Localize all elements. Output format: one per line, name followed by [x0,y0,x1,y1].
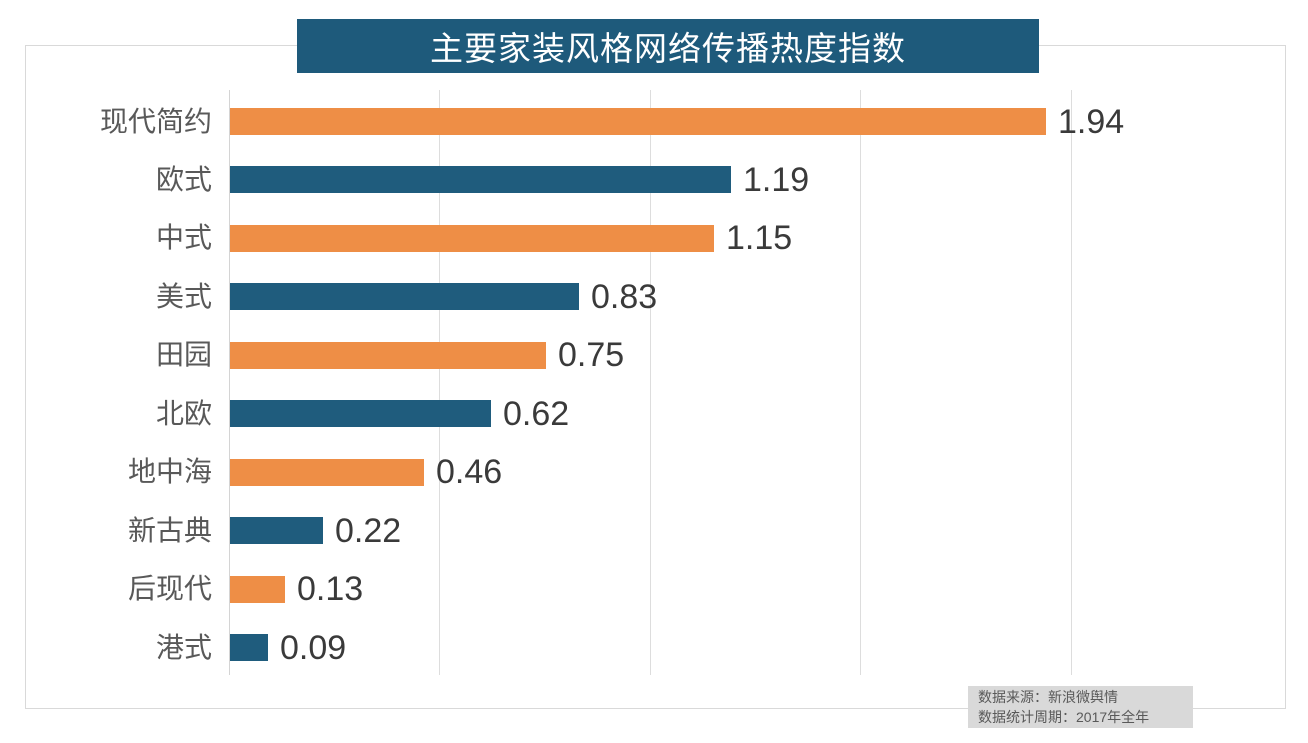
y-axis-line [229,90,230,675]
bar [230,108,1046,135]
bar [230,166,731,193]
gridline [439,90,440,675]
bar [230,342,546,369]
category-label: 新古典 [127,515,212,546]
bar [230,576,285,603]
bar [230,225,714,252]
value-label: 1.15 [726,219,793,257]
source-line-1: 数据来源：新浪微舆情 [978,689,1118,705]
category-label: 现代简约 [99,106,212,137]
chart-title: 主要家装风格网络传播热度指数 [430,30,906,67]
value-label: 0.62 [503,395,570,433]
category-label: 田园 [155,339,212,370]
bar [230,459,424,486]
bar [230,283,579,310]
gridline [1071,90,1072,675]
gridline [650,90,651,675]
value-label: 1.94 [1058,103,1125,141]
value-label: 0.22 [335,512,402,550]
chart-title-box: 主要家装风格网络传播热度指数 [297,19,1039,73]
value-label: 0.75 [558,336,625,374]
category-label: 美式 [155,281,212,312]
value-label: 0.83 [591,278,658,316]
category-label: 港式 [155,632,212,663]
category-label: 地中海 [127,456,212,487]
value-label: 0.46 [436,453,503,491]
value-label: 0.09 [280,629,347,667]
category-label: 后现代 [127,573,212,604]
chart-border-frame [25,45,1286,709]
value-label: 1.19 [743,161,810,199]
value-label: 0.13 [297,570,364,608]
category-label: 北欧 [155,398,212,429]
gridline [860,90,861,675]
category-label: 中式 [155,222,212,253]
bar [230,517,323,544]
category-label: 欧式 [155,164,212,195]
data-source-note: 数据来源：新浪微舆情 数据统计周期：2017年全年 [968,686,1193,728]
source-line-2: 数据统计周期：2017年全年 [978,709,1150,725]
bar [230,400,491,427]
bar [230,634,268,661]
